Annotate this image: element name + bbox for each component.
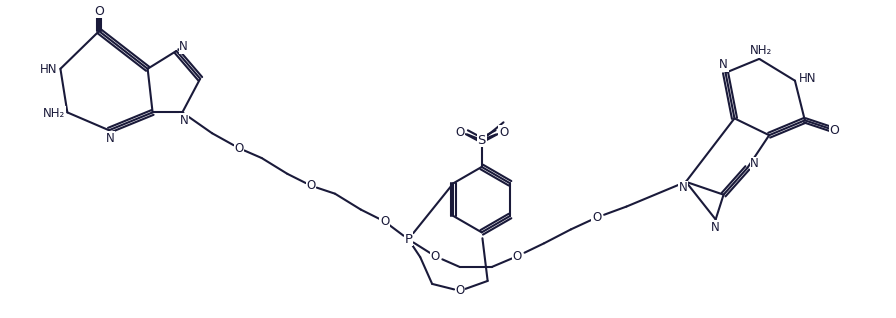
Text: O: O bbox=[513, 250, 522, 263]
Text: NH₂: NH₂ bbox=[750, 45, 772, 58]
Text: N: N bbox=[179, 40, 188, 53]
Text: NH₂: NH₂ bbox=[43, 107, 65, 120]
Text: O: O bbox=[455, 126, 464, 139]
Text: HN: HN bbox=[799, 72, 816, 85]
Text: O: O bbox=[234, 142, 244, 155]
Text: N: N bbox=[106, 132, 115, 145]
Text: O: O bbox=[380, 215, 389, 228]
Text: O: O bbox=[592, 211, 601, 224]
Text: O: O bbox=[306, 179, 315, 192]
Text: S: S bbox=[478, 134, 486, 147]
Text: O: O bbox=[94, 5, 104, 18]
Text: O: O bbox=[430, 250, 440, 263]
Text: N: N bbox=[180, 114, 189, 127]
Text: O: O bbox=[830, 124, 840, 137]
Text: N: N bbox=[719, 58, 728, 71]
Text: N: N bbox=[750, 157, 759, 170]
Text: HN: HN bbox=[40, 63, 57, 76]
Text: N: N bbox=[678, 181, 687, 194]
Text: P: P bbox=[404, 233, 412, 246]
Text: N: N bbox=[711, 221, 720, 234]
Text: O: O bbox=[455, 284, 464, 297]
Text: O: O bbox=[499, 126, 508, 139]
